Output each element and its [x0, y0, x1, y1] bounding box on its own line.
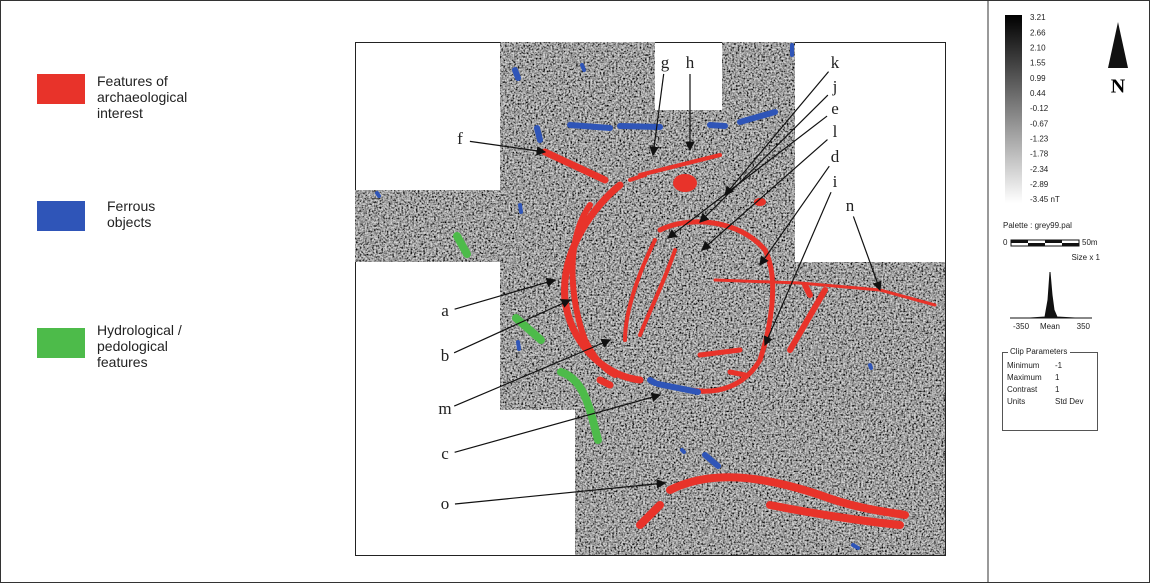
feature-letter: m — [438, 399, 451, 418]
feature-letter: d — [831, 147, 840, 166]
colorbar-label: -1.78 — [1030, 150, 1049, 159]
feature-letter: f — [457, 129, 463, 148]
colorbar-label: 2.66 — [1030, 28, 1046, 37]
feature-letter: a — [441, 301, 449, 320]
legend-swatch — [37, 201, 85, 231]
clip-key: Contrast — [1007, 385, 1038, 394]
scale-bar-seg — [1062, 243, 1079, 246]
scale-end: 50m — [1082, 238, 1098, 247]
page: N Palette : grey99.pal 0 50m Size x 1 -3… — [0, 0, 1150, 583]
scale-bar-seg — [1028, 243, 1045, 246]
feature-letter: e — [831, 99, 839, 118]
feature — [673, 174, 697, 192]
clip-value: Std Dev — [1055, 397, 1083, 406]
feature-letter: o — [441, 494, 450, 513]
north-arrow — [1108, 22, 1128, 68]
colorbar-label: 3.21 — [1030, 13, 1046, 22]
colorbar-label: -2.89 — [1030, 180, 1049, 189]
scale-size: Size x 1 — [1072, 253, 1101, 262]
colorbar-label: 0.99 — [1030, 74, 1046, 83]
colorbar-label: -3.45 nT — [1030, 195, 1060, 204]
colorbar-label: -0.67 — [1030, 119, 1049, 128]
clip-key: Units — [1007, 397, 1025, 406]
north-label: N — [1111, 76, 1126, 98]
scale-start: 0 — [1003, 238, 1008, 247]
scale-bar-seg — [1045, 240, 1062, 243]
hist-min: -350 — [1013, 322, 1030, 331]
palette-label: Palette : grey99.pal — [1003, 221, 1072, 230]
clip-title: Clip Parameters — [1010, 347, 1067, 356]
feature-letter: b — [441, 346, 450, 365]
feature-letter: n — [846, 196, 855, 215]
clip-value: 1 — [1055, 385, 1060, 394]
color-bar — [1005, 15, 1022, 203]
colorbar-label: 2.10 — [1030, 43, 1046, 52]
feature-letter: l — [833, 122, 838, 141]
clip-value: 1 — [1055, 373, 1060, 382]
clip-key: Maximum — [1007, 373, 1042, 382]
hist-max: 350 — [1077, 322, 1091, 331]
clip-key: Minimum — [1007, 361, 1040, 370]
feature-letter: k — [831, 53, 840, 72]
hist-mean: Mean — [1040, 322, 1060, 331]
legend-label: Hydrological / pedological features — [97, 322, 222, 370]
legend-swatch — [37, 74, 85, 104]
feature-letter: j — [832, 77, 838, 96]
feature-letter: c — [441, 444, 449, 463]
feature-letter: i — [833, 172, 838, 191]
legend-label: Features of archaeological interest — [97, 73, 222, 121]
legend-swatch — [37, 328, 85, 358]
colorbar-label: 0.44 — [1030, 89, 1046, 98]
legend-label: Ferrous objects — [107, 198, 177, 230]
colorbar-label: -0.12 — [1030, 104, 1049, 113]
feature-letter: h — [686, 53, 695, 72]
survey-area — [355, 42, 945, 555]
feature-letter: g — [661, 53, 670, 72]
colorbar-label: -2.34 — [1030, 165, 1049, 174]
clip-value: -1 — [1055, 361, 1063, 370]
histogram — [1030, 272, 1075, 318]
scale-bar-seg — [1011, 240, 1028, 243]
colorbar-label: -1.23 — [1030, 134, 1049, 143]
colorbar-label: 1.55 — [1030, 59, 1046, 68]
